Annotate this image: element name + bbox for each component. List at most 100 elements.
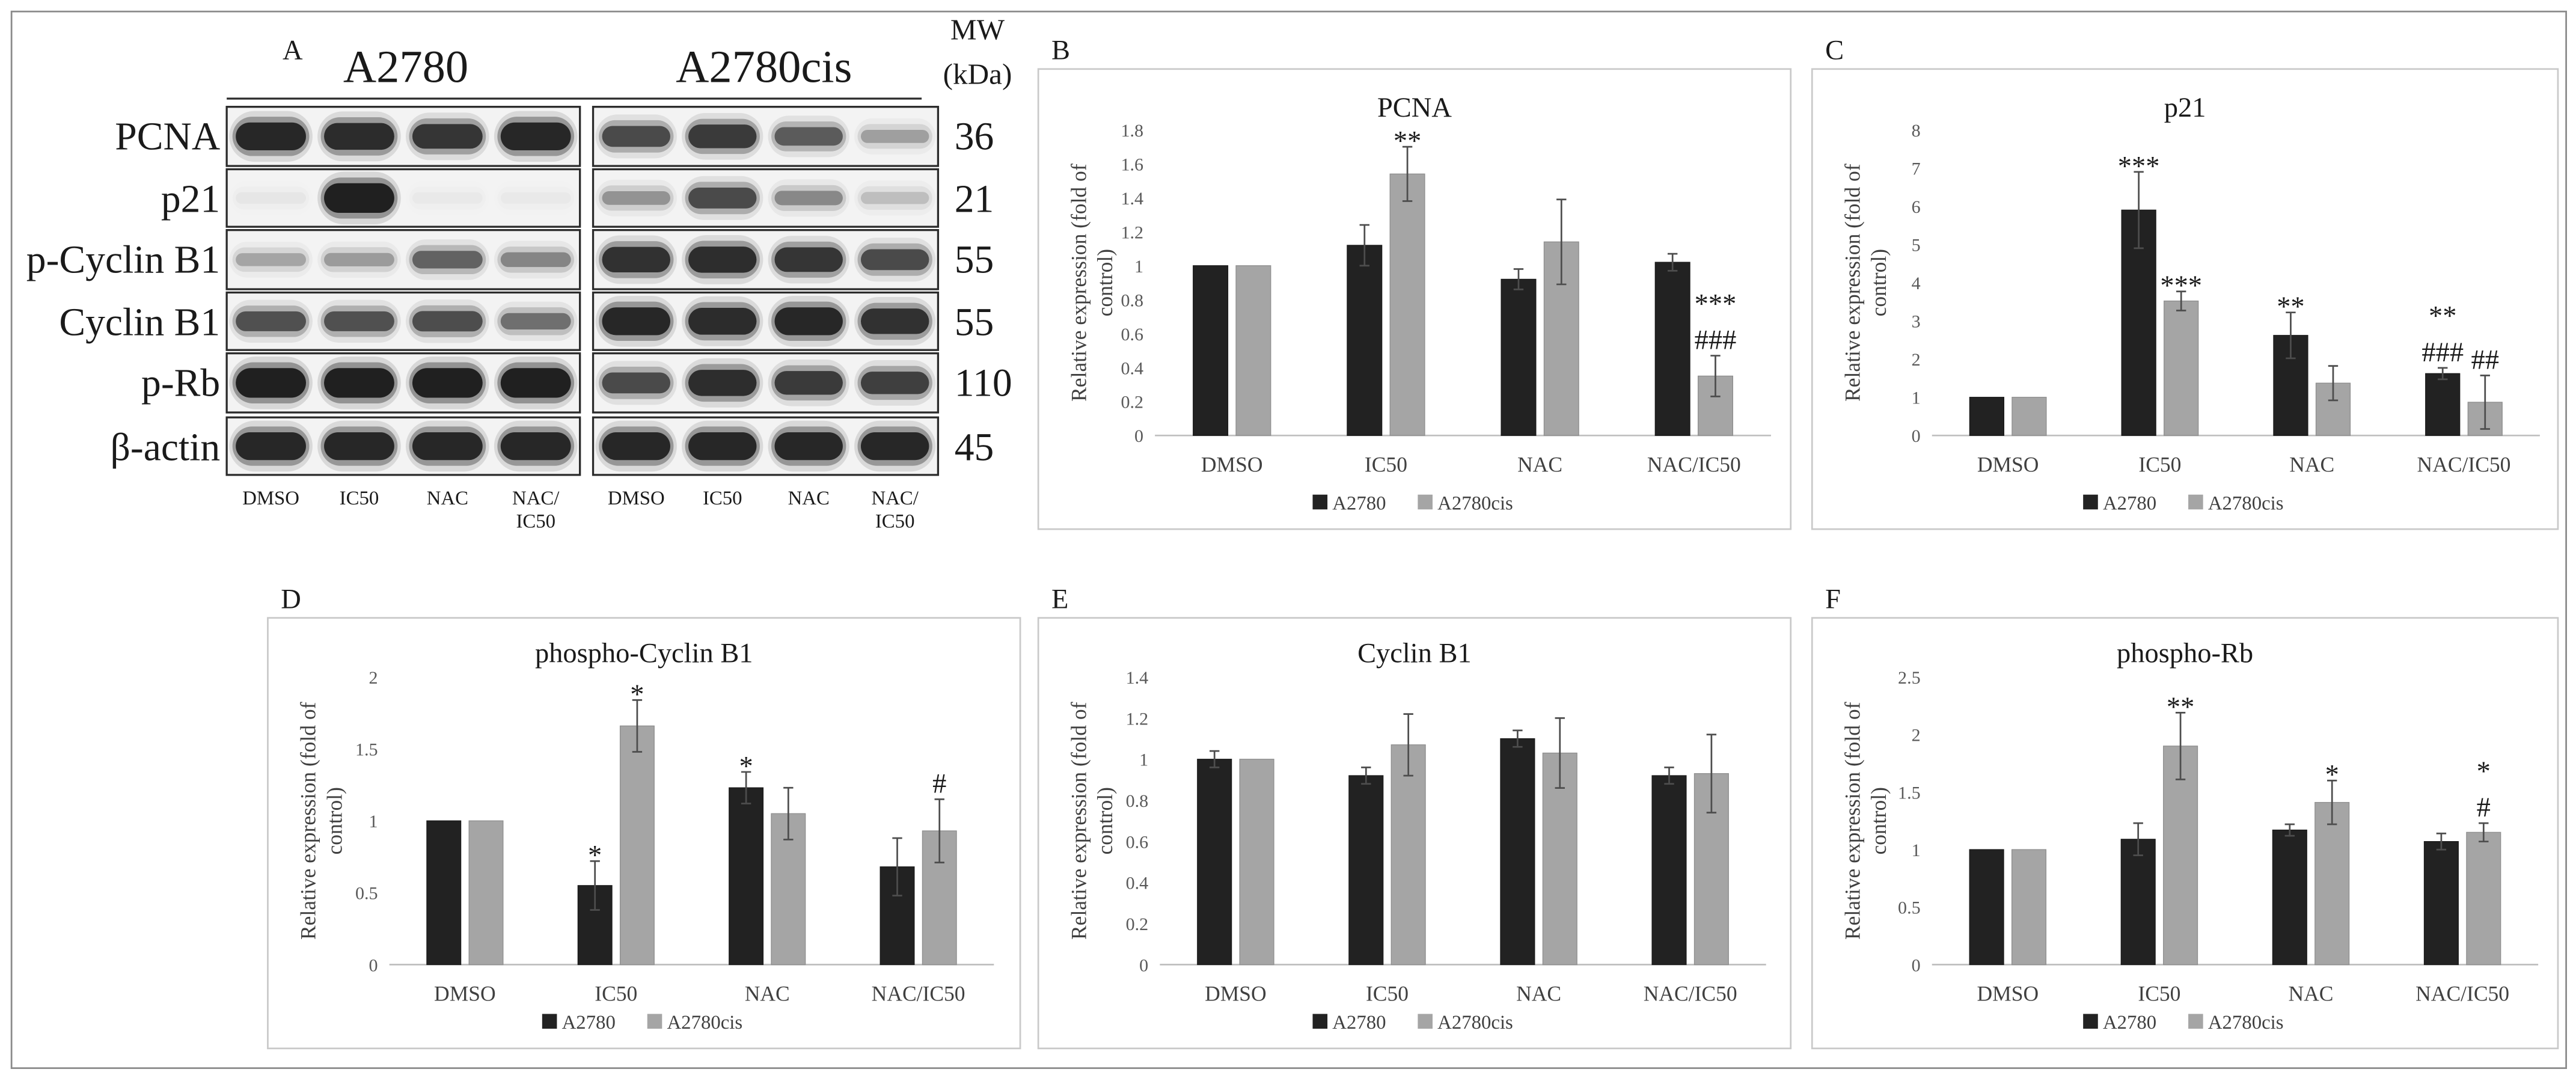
- y-tick-label: 4: [1912, 273, 1921, 293]
- blot-band: [317, 299, 401, 343]
- error-bar: [1359, 224, 1369, 267]
- band-shape: [688, 124, 757, 149]
- y-tick-label: 1.5: [1898, 782, 1921, 803]
- blot-band: [595, 296, 677, 347]
- blot-band: [595, 420, 677, 472]
- significance-mark: *: [739, 751, 753, 782]
- legend-swatch: [2188, 1014, 2203, 1029]
- error-bar: [1402, 145, 1413, 202]
- blot-band: [854, 297, 936, 346]
- y-tick-label: 1: [1134, 256, 1143, 277]
- lane-label: IC50: [340, 488, 379, 509]
- blot-band: [682, 234, 763, 284]
- molecular-weight: 36: [955, 115, 994, 159]
- lane-label: DMSO: [608, 488, 665, 509]
- chart-panel-e: E Cyclin B1 Relative expression (fold of co…: [1037, 584, 1792, 1050]
- lane-label: DMSO: [242, 488, 299, 509]
- error-bar: [2480, 375, 2490, 430]
- significance-mark: ***: [2160, 271, 2202, 301]
- blot-band: [317, 171, 401, 225]
- blot-band: [595, 114, 677, 159]
- x-category-label: NAC: [745, 982, 790, 1006]
- band-shape: [774, 432, 843, 461]
- error-bar: [1710, 355, 1721, 397]
- molecular-weight: 45: [955, 426, 994, 469]
- significance-mark: **: [2167, 692, 2194, 723]
- significance-mark: **: [2277, 292, 2304, 322]
- y-tick-label: 0: [1912, 426, 1921, 446]
- panel-letter: D: [281, 584, 301, 614]
- band-shape: [232, 247, 310, 272]
- band-shape: [860, 192, 929, 204]
- band-shape: [688, 432, 757, 461]
- x-category-label: IC50: [2138, 982, 2180, 1006]
- error-bar: [1667, 253, 1678, 272]
- blot-band: [494, 111, 578, 162]
- blot-band: [406, 181, 489, 215]
- band-shape: [602, 307, 670, 335]
- blot-band: [854, 237, 936, 282]
- error-bar: [2328, 365, 2339, 402]
- molecular-weight: 55: [955, 301, 994, 345]
- blot-band: [857, 124, 932, 149]
- error-bar: [1706, 733, 1717, 813]
- error-bar: [1556, 198, 1567, 286]
- band-shape: [602, 191, 670, 205]
- bar-a2780: [1969, 397, 2004, 436]
- y-tick-label: 3: [1912, 311, 1921, 332]
- y-axis-title: control): [1093, 249, 1117, 316]
- band-shape: [236, 122, 306, 150]
- blot-band: [317, 357, 401, 409]
- y-tick-label: 5: [1912, 234, 1921, 255]
- error-bar: [632, 699, 643, 753]
- error-bar: [2436, 832, 2447, 851]
- y-axis-title: Relative expression (fold of: [1841, 164, 1865, 402]
- blot-row-label: p-Rb: [141, 362, 220, 405]
- legend-label: A2780: [2103, 492, 2156, 514]
- band-shape: [494, 301, 578, 341]
- legend-swatch: [647, 1014, 662, 1029]
- blot-membrane: [225, 168, 581, 228]
- x-category-label: NAC: [1517, 452, 1562, 476]
- bar-a2780: [1348, 775, 1384, 966]
- bar-a2780: [2423, 841, 2459, 966]
- error-bar: [2175, 712, 2186, 780]
- legend-swatch: [2083, 1014, 2098, 1029]
- x-category-label: NAC: [1516, 982, 1561, 1006]
- blot-band: [229, 111, 313, 162]
- bar-a2780cis: [1390, 744, 1426, 966]
- bar-a2780: [2425, 373, 2461, 436]
- chart-title: phospho-Rb: [2117, 638, 2253, 669]
- bar-a2780cis: [1389, 173, 1425, 436]
- band-shape: [860, 308, 929, 334]
- band-shape: [236, 311, 306, 331]
- y-axis-title: Relative expression (fold of: [296, 702, 320, 940]
- bar-a2780cis: [2466, 831, 2501, 966]
- error-bar: [2438, 367, 2448, 381]
- chart-frame: [1037, 68, 1792, 530]
- error-bar: [741, 771, 751, 804]
- blot-band: [595, 179, 677, 216]
- molecular-weight: 21: [955, 178, 994, 221]
- y-axis-title: Relative expression (fold of: [1841, 702, 1865, 940]
- significance-mark: #: [932, 768, 946, 799]
- band-shape: [774, 307, 843, 335]
- legend-label: A2780cis: [1437, 492, 1513, 514]
- x-category-label: DMSO: [1977, 982, 2039, 1006]
- blot-band: [405, 357, 489, 409]
- y-tick-label: 7: [1912, 158, 1921, 179]
- bar-a2780: [1654, 262, 1690, 436]
- bar-a2780cis: [2011, 849, 2047, 966]
- x-category-label: NAC/IC50: [872, 982, 965, 1006]
- chart-legend: A2780 A2780cis: [1312, 492, 1513, 514]
- chart-title: p21: [2164, 93, 2206, 123]
- bar-a2780cis: [619, 725, 655, 966]
- bar-a2780: [1651, 775, 1687, 966]
- bar-a2780cis: [2164, 300, 2199, 436]
- lane-label: IC50: [703, 488, 742, 509]
- legend-swatch: [542, 1014, 557, 1029]
- blot-band: [405, 420, 489, 472]
- blot-band: [405, 239, 489, 280]
